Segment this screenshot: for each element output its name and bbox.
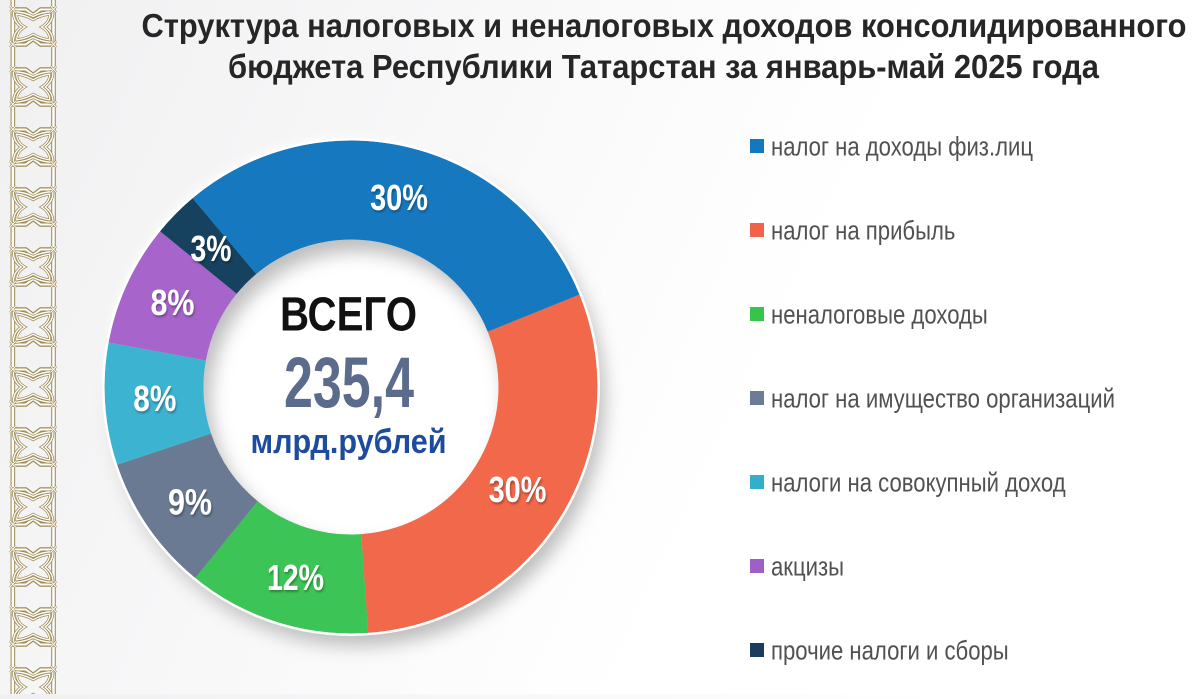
svg-text:налог на имущество организаций: налог на имущество организаций bbox=[771, 384, 1115, 414]
svg-text:налог на прибыль: налог на прибыль bbox=[771, 216, 955, 246]
svg-text:налог на доходы физ.лиц: налог на доходы физ.лиц bbox=[771, 132, 1033, 162]
svg-text:9%: 9% bbox=[168, 482, 212, 523]
svg-text:Структура налоговых и неналого: Структура налоговых и неналоговых доходо… bbox=[142, 8, 1187, 45]
svg-text:30%: 30% bbox=[489, 469, 547, 510]
svg-text:3%: 3% bbox=[191, 228, 232, 269]
svg-text:ВСЕГО: ВСЕГО bbox=[280, 289, 417, 342]
svg-text:млрд.рублей: млрд.рублей bbox=[251, 423, 447, 461]
svg-text:неналоговые доходы: неналоговые доходы bbox=[771, 300, 988, 330]
svg-text:12%: 12% bbox=[267, 557, 324, 598]
svg-text:прочие налоги и сборы: прочие налоги и сборы bbox=[771, 636, 1009, 666]
svg-text:бюджета Республики Татарстан з: бюджета Республики Татарстан за январь-м… bbox=[228, 49, 1099, 86]
svg-text:8%: 8% bbox=[133, 378, 176, 419]
svg-text:235,4: 235,4 bbox=[284, 344, 414, 423]
svg-text:акцизы: акцизы bbox=[771, 552, 844, 582]
svg-text:налоги на совокупный доход: налоги на совокупный доход bbox=[771, 468, 1066, 498]
svg-text:30%: 30% bbox=[370, 177, 428, 218]
svg-text:8%: 8% bbox=[151, 282, 195, 323]
